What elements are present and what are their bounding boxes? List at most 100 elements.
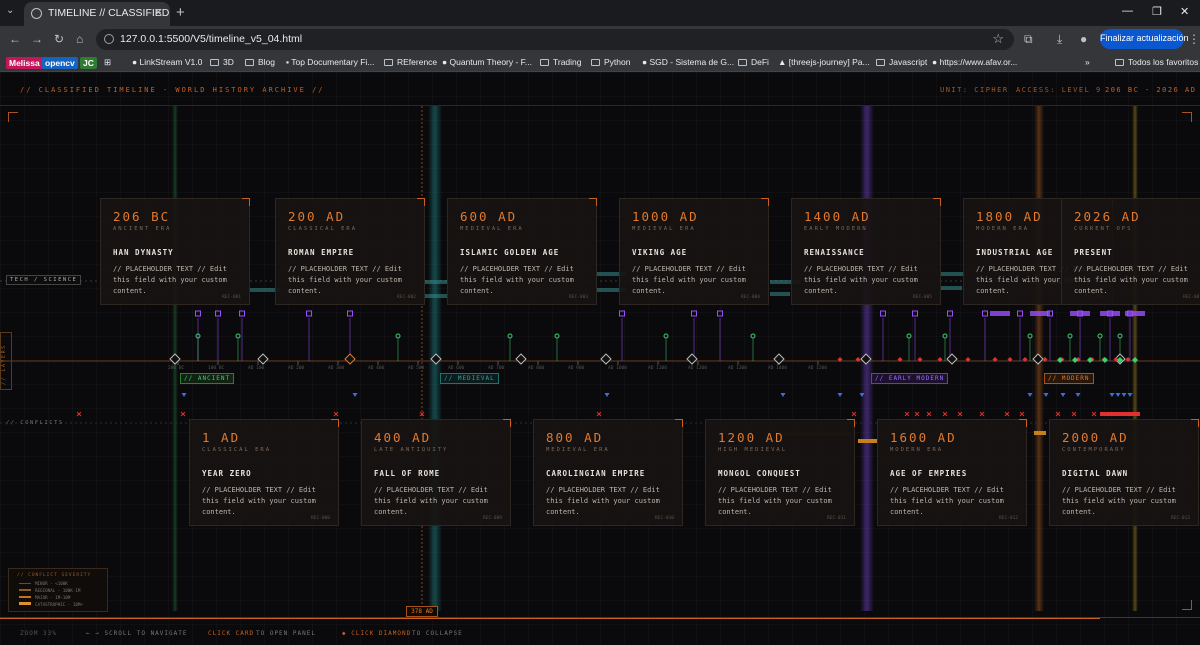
event-card[interactable]: 200 AD CLASSICAL ERA ROMAN EMPIRE // PLACEH… — [275, 198, 425, 305]
bookmark-3d[interactable]: 3D — [210, 57, 234, 67]
card-date: 400 AD — [374, 430, 432, 445]
event-card[interactable]: 400 AD LATE ANTIQUITY FALL OF ROME // PLACE… — [361, 419, 511, 526]
card-body: // PLACEHOLDER TEXT // Edit this field w… — [288, 265, 402, 295]
more-bookmarks-icon[interactable]: » — [1085, 57, 1090, 67]
conflict-x-marker — [419, 411, 425, 417]
folder-icon — [876, 59, 885, 66]
event-card[interactable]: 1 AD CLASSICAL ERA YEAR ZERO // PLACEHOLDER… — [189, 419, 339, 526]
bookmark-python[interactable]: Python — [591, 57, 630, 67]
active-tab[interactable]: TIMELINE // CLASSIFIED ✕ — [24, 2, 170, 26]
card-date: 2026 AD — [1074, 209, 1141, 224]
all-bookmarks[interactable]: Todos los favoritos — [1115, 57, 1198, 67]
bookmark-reference[interactable]: REference — [384, 57, 437, 67]
extensions-icon[interactable]: ⧉ — [1024, 32, 1033, 46]
apps-grid-icon[interactable]: ⊞ — [104, 57, 112, 67]
blue-triangle-marker — [780, 393, 786, 397]
new-tab-icon[interactable]: + — [176, 4, 185, 21]
card-title: FALL OF ROME — [374, 469, 441, 478]
bookmark-melissa[interactable]: Melissa — [6, 57, 43, 69]
site-info-icon[interactable] — [104, 34, 114, 44]
layers-toggle[interactable]: // LAYERS — [0, 332, 12, 390]
legend-row-regional: REGIONAL - 100K-1M — [19, 588, 80, 593]
bookmark-documentary[interactable]: ▪ Top Documentary Fi... — [286, 57, 375, 67]
folder-icon — [540, 59, 549, 66]
card-title: PRESENT — [1074, 248, 1113, 257]
bookmark-blog[interactable]: Blog — [245, 57, 275, 67]
green-diamond-marker — [1117, 357, 1123, 363]
event-card[interactable]: 1400 AD EARLY MODERN RENAISSANCE // PLACEHO… — [791, 198, 941, 305]
event-card[interactable]: 206 BC ANCIENT ERA HAN DYNASTY // PLACEHOLD… — [100, 198, 250, 305]
bookmark-defi[interactable]: DeFi — [738, 57, 769, 67]
forward-icon[interactable]: → — [31, 32, 43, 46]
tab-search-icon[interactable]: ⌄ — [6, 5, 15, 16]
card-date: 600 AD — [460, 209, 518, 224]
diamond-marker — [946, 353, 958, 365]
card-title: MONGOL CONQUEST — [718, 469, 801, 478]
bookmark-afav[interactable]: ● https://www.afav.or... — [932, 57, 1018, 67]
download-icon[interactable]: ⤓ — [1057, 32, 1063, 46]
card-id: REC-012 — [999, 516, 1018, 521]
purple-cluster-marker — [1070, 311, 1090, 316]
legend-row-minor: MINOR - <100K — [19, 581, 68, 586]
address-bar[interactable]: 127.0.0.1:5500/V5/timeline_v5_04.html ☆ — [96, 29, 1014, 50]
conflict-x-marker — [1091, 411, 1097, 417]
bookmarks-bar: Melissa opencv JC ⊞ ● LinkStream V1.0 3D… — [0, 53, 1200, 72]
back-icon[interactable]: ← — [9, 32, 21, 46]
close-tab-icon[interactable]: ✕ — [153, 7, 163, 19]
card-title: CAROLINGIAN EMPIRE — [546, 469, 646, 478]
bookmark-opencv[interactable]: opencv — [42, 57, 78, 69]
card-id: REC-013 — [1171, 516, 1190, 521]
event-card[interactable]: 2026 AD CURRENT OPS PRESENT // PLACEHOLDER … — [1061, 198, 1200, 305]
red-diamond-marker — [897, 357, 903, 362]
event-card[interactable]: 2000 AD CONTEMPORARY DIGITAL DAWN // PLACEH… — [1049, 419, 1199, 526]
card-title: YEAR ZERO — [202, 469, 252, 478]
event-card[interactable]: 1000 AD MEDIEVAL ERA VIKING AGE // PLACEHOL… — [619, 198, 769, 305]
bookmark-threejs[interactable]: ▲ [threejs-journey] Pa... — [778, 57, 870, 67]
conflict-x-marker — [180, 411, 186, 417]
card-era: CLASSICAL ERA — [202, 447, 272, 453]
conflict-x-marker — [979, 411, 985, 417]
close-window-icon[interactable]: ✕ — [1180, 6, 1190, 18]
maximize-icon[interactable]: ❐ — [1152, 6, 1162, 18]
bookmark-jc[interactable]: JC — [80, 57, 97, 69]
bookmark-javascript[interactable]: Javascript — [876, 57, 927, 67]
green-circle-marker — [942, 333, 948, 339]
event-card[interactable]: 600 AD MEDIEVAL ERA ISLAMIC GOLDEN AGE // P… — [447, 198, 597, 305]
axis-tick-label: AD 400 — [368, 365, 385, 371]
green-circle-marker — [395, 333, 401, 339]
green-diamond-marker — [1087, 357, 1093, 363]
menu-icon[interactable]: ⋮ — [1188, 32, 1200, 46]
globe-icon — [31, 8, 42, 19]
red-diamond-marker — [855, 357, 861, 362]
folder-icon — [738, 59, 747, 66]
axis-ticks: 200 BC 100 BC AD 100 AD 200 AD 300 AD 400 AD 5… — [168, 361, 827, 371]
bookmark-sgd[interactable]: ● SGD - Sistema de G... — [642, 57, 735, 67]
folder-icon — [384, 59, 393, 66]
conflict-cluster-bar — [1100, 412, 1140, 416]
update-button[interactable]: Finalizar actualización — [1100, 29, 1189, 49]
profile-icon[interactable]: ● — [1080, 32, 1088, 46]
event-card[interactable]: 1200 AD HIGH MEDIEVAL MONGOL CONQUEST // PL… — [705, 419, 855, 526]
card-id: REC-005 — [913, 295, 932, 300]
bookmark-quantum[interactable]: ● Quantum Theory - F... — [442, 57, 533, 67]
bookmark-trading[interactable]: Trading — [540, 57, 582, 67]
reload-icon[interactable]: ↻ — [54, 32, 65, 46]
red-diamond-marker — [965, 357, 971, 362]
home-icon[interactable]: ⌂ — [76, 32, 84, 46]
card-title: DIGITAL DAWN — [1062, 469, 1129, 478]
bookmark-linkstream[interactable]: ● LinkStream V1.0 — [132, 57, 203, 67]
event-card[interactable]: 800 AD MEDIEVAL ERA CAROLINGIAN EMPIRE // P… — [533, 419, 683, 526]
tech-bar — [425, 294, 447, 298]
purple-cluster-marker — [1100, 311, 1120, 316]
event-card[interactable]: 1600 AD MODERN ERA AGE OF EMPIRES // PLACEH… — [877, 419, 1027, 526]
axis-tick-label: 100 BC — [208, 365, 225, 371]
axis-tick-label: AD 300 — [328, 365, 345, 371]
green-diamond-marker — [1057, 357, 1063, 363]
conflict-x-marker — [1019, 411, 1025, 417]
card-date: 1000 AD — [632, 209, 699, 224]
bookmark-star-icon[interactable]: ☆ — [992, 31, 1004, 46]
diamond-marker — [169, 353, 181, 365]
diamond-marker — [773, 353, 785, 365]
minimize-icon[interactable]: — — [1122, 5, 1133, 17]
axis-tick-label: AD 1400 — [768, 365, 787, 371]
